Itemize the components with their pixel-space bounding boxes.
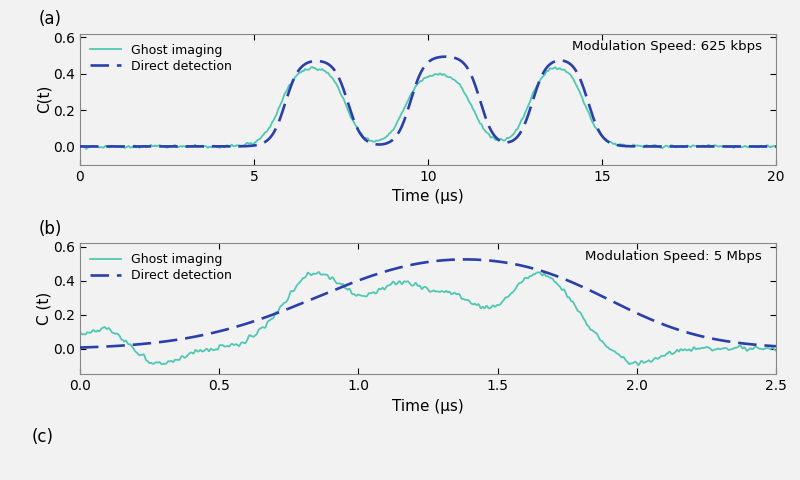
Ghost imaging: [196, 347, 206, 353]
Ghost imaging: [155, 143, 165, 148]
Direct detection: [682, 330, 692, 336]
Direct detection: [75, 345, 85, 350]
Ghost imaging: [758, 347, 767, 352]
Direct detection: [196, 333, 206, 338]
X-axis label: Time (μs): Time (μs): [392, 399, 464, 414]
Ghost imaging: [342, 287, 352, 292]
Direct detection: [154, 144, 164, 149]
Direct detection: [342, 282, 352, 288]
Ghost imaging: [154, 359, 164, 365]
Direct detection: [75, 144, 85, 149]
Line: Ghost imaging: Ghost imaging: [80, 272, 776, 365]
Ghost imaging: [683, 143, 693, 148]
Legend: Ghost imaging, Direct detection: Ghost imaging, Direct detection: [86, 250, 236, 286]
Direct detection: [460, 256, 470, 262]
Direct detection: [196, 144, 206, 149]
Direct detection: [342, 96, 352, 102]
Ghost imaging: [314, 269, 324, 275]
Direct detection: [771, 343, 781, 349]
X-axis label: Time (μs): Time (μs): [392, 189, 464, 204]
Y-axis label: C (t): C (t): [37, 292, 52, 325]
Direct detection: [771, 144, 781, 149]
Legend: Ghost imaging, Direct detection: Ghost imaging, Direct detection: [86, 40, 236, 76]
Ghost imaging: [75, 144, 85, 150]
Y-axis label: C(t): C(t): [37, 85, 52, 113]
Ghost imaging: [342, 106, 352, 111]
Ghost imaging: [634, 362, 643, 368]
Text: Modulation Speed: 625 kbps: Modulation Speed: 625 kbps: [572, 40, 762, 53]
Text: (b): (b): [38, 220, 62, 238]
Ghost imaging: [771, 144, 781, 150]
Ghost imaging: [196, 144, 206, 149]
Ghost imaging: [82, 146, 91, 152]
Ghost imaging: [373, 138, 382, 144]
Direct detection: [682, 144, 692, 149]
Direct detection: [372, 142, 382, 147]
Direct detection: [154, 339, 164, 345]
Text: (c): (c): [32, 428, 54, 445]
Ghost imaging: [307, 64, 317, 70]
Ghost imaging: [758, 144, 767, 150]
Text: (a): (a): [38, 11, 62, 28]
Direct detection: [758, 342, 767, 348]
Ghost imaging: [683, 348, 693, 353]
Direct detection: [372, 271, 382, 277]
Ghost imaging: [373, 289, 382, 295]
Line: Ghost imaging: Ghost imaging: [80, 67, 776, 149]
Ghost imaging: [771, 348, 781, 353]
Text: Modulation Speed: 5 Mbps: Modulation Speed: 5 Mbps: [586, 250, 762, 263]
Ghost imaging: [75, 329, 85, 335]
Direct detection: [758, 144, 767, 149]
Line: Direct detection: Direct detection: [80, 259, 776, 348]
Direct detection: [441, 54, 450, 60]
Line: Direct detection: Direct detection: [80, 57, 776, 146]
